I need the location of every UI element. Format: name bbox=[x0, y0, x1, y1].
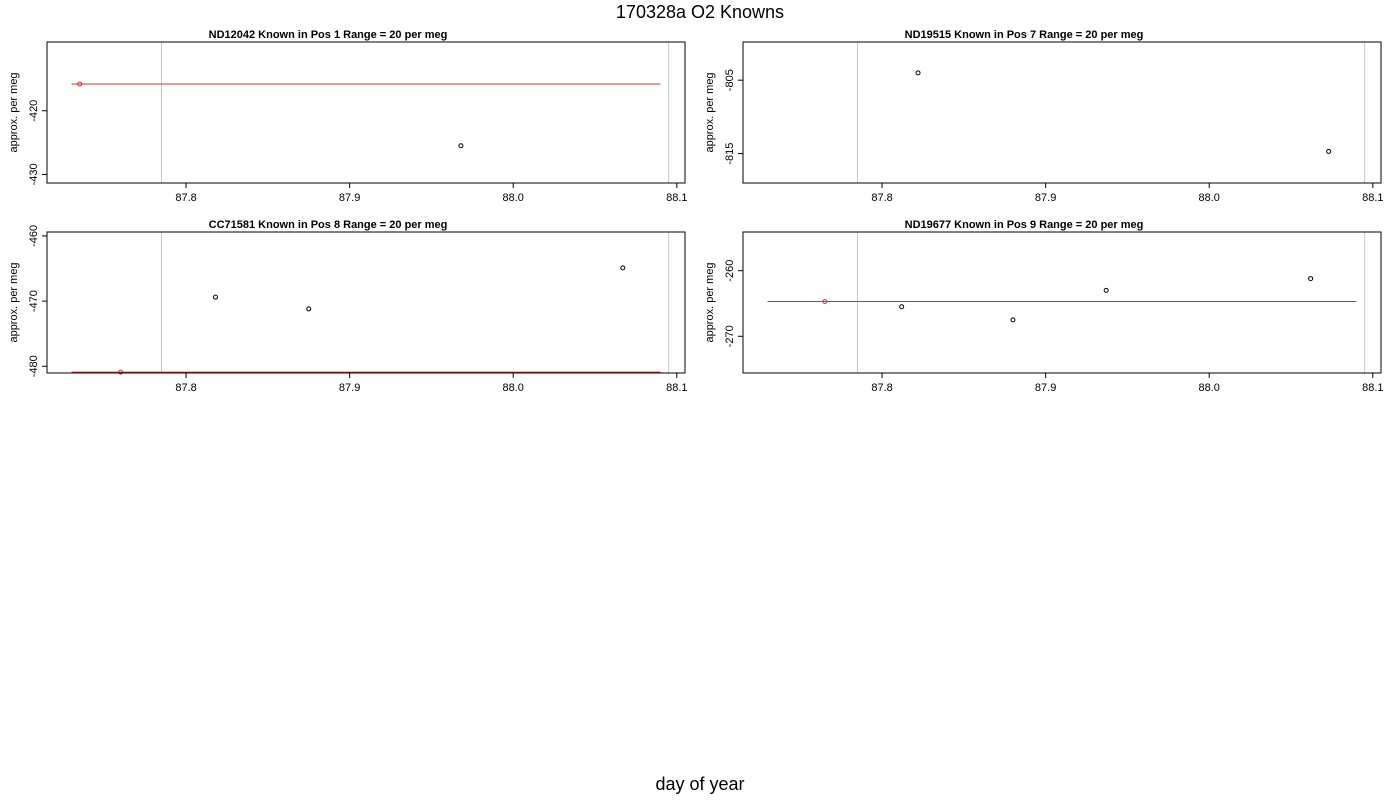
y-tick-label: -260 bbox=[724, 260, 736, 282]
y-axis-label: approx. per meg bbox=[8, 72, 20, 152]
y-tick-label: -805 bbox=[724, 69, 736, 91]
data-point bbox=[620, 265, 626, 271]
plot-frame bbox=[46, 41, 686, 184]
data-point bbox=[915, 70, 921, 76]
data-point bbox=[1326, 148, 1332, 154]
y-tick-label: -460 bbox=[28, 225, 40, 247]
x-tick-label: 87.8 bbox=[175, 192, 196, 204]
y-tick-label: -480 bbox=[28, 355, 40, 377]
x-tick-label: 88.1 bbox=[666, 382, 687, 394]
x-tick-label: 88.0 bbox=[503, 192, 524, 204]
figure-x-axis-label: day of year bbox=[655, 774, 745, 794]
data-point bbox=[306, 306, 312, 312]
data-point bbox=[899, 304, 905, 310]
plot-frame bbox=[742, 41, 1382, 184]
x-tick-label: 88.1 bbox=[1362, 192, 1383, 204]
panel-2: ND19515 Known in Pos 7 Range = 20 per me… bbox=[704, 29, 1384, 204]
x-tick-label: 88.1 bbox=[1362, 382, 1383, 394]
x-tick-label: 87.9 bbox=[339, 382, 360, 394]
data-point bbox=[212, 294, 218, 300]
panel-title: CC71581 Known in Pos 8 Range = 20 per me… bbox=[209, 219, 448, 231]
y-tick-label: -815 bbox=[724, 143, 736, 165]
x-tick-label: 88.0 bbox=[1199, 382, 1220, 394]
panel-4: ND19677 Known in Pos 9 Range = 20 per me… bbox=[704, 219, 1384, 394]
data-point bbox=[118, 369, 124, 375]
panel-title: ND19677 Known in Pos 9 Range = 20 per me… bbox=[905, 219, 1144, 231]
data-point bbox=[1308, 276, 1314, 282]
x-tick-label: 88.0 bbox=[503, 382, 524, 394]
figure-title: 170328a O2 Knowns bbox=[615, 2, 785, 22]
y-axis-label: approx. per meg bbox=[704, 72, 716, 152]
y-tick-label: -270 bbox=[724, 325, 736, 347]
x-tick-label: 88.0 bbox=[1199, 192, 1220, 204]
y-tick-label: -470 bbox=[28, 290, 40, 312]
x-tick-label: 87.8 bbox=[871, 382, 892, 394]
panel-title: ND19515 Known in Pos 7 Range = 20 per me… bbox=[905, 29, 1144, 41]
data-point bbox=[1103, 287, 1109, 293]
y-tick-label: -430 bbox=[28, 163, 40, 185]
y-axis-label: approx. per meg bbox=[8, 262, 20, 342]
data-point bbox=[458, 143, 464, 149]
x-tick-label: 87.8 bbox=[175, 382, 196, 394]
x-tick-label: 87.9 bbox=[1035, 192, 1056, 204]
data-point bbox=[1010, 317, 1016, 323]
panel-3: CC71581 Known in Pos 8 Range = 20 per me… bbox=[8, 219, 688, 394]
y-axis-label: approx. per meg bbox=[704, 262, 716, 342]
panel-title: ND12042 Known in Pos 1 Range = 20 per me… bbox=[209, 29, 448, 41]
data-point bbox=[822, 299, 828, 305]
data-point bbox=[77, 81, 83, 87]
panel-1: ND12042 Known in Pos 1 Range = 20 per me… bbox=[8, 29, 688, 204]
x-tick-label: 87.8 bbox=[871, 192, 892, 204]
plot-frame bbox=[46, 231, 686, 374]
plot-frame bbox=[742, 231, 1382, 374]
y-tick-label: -420 bbox=[28, 100, 40, 122]
x-tick-label: 88.1 bbox=[666, 192, 687, 204]
x-tick-label: 87.9 bbox=[1035, 382, 1056, 394]
x-tick-label: 87.9 bbox=[339, 192, 360, 204]
